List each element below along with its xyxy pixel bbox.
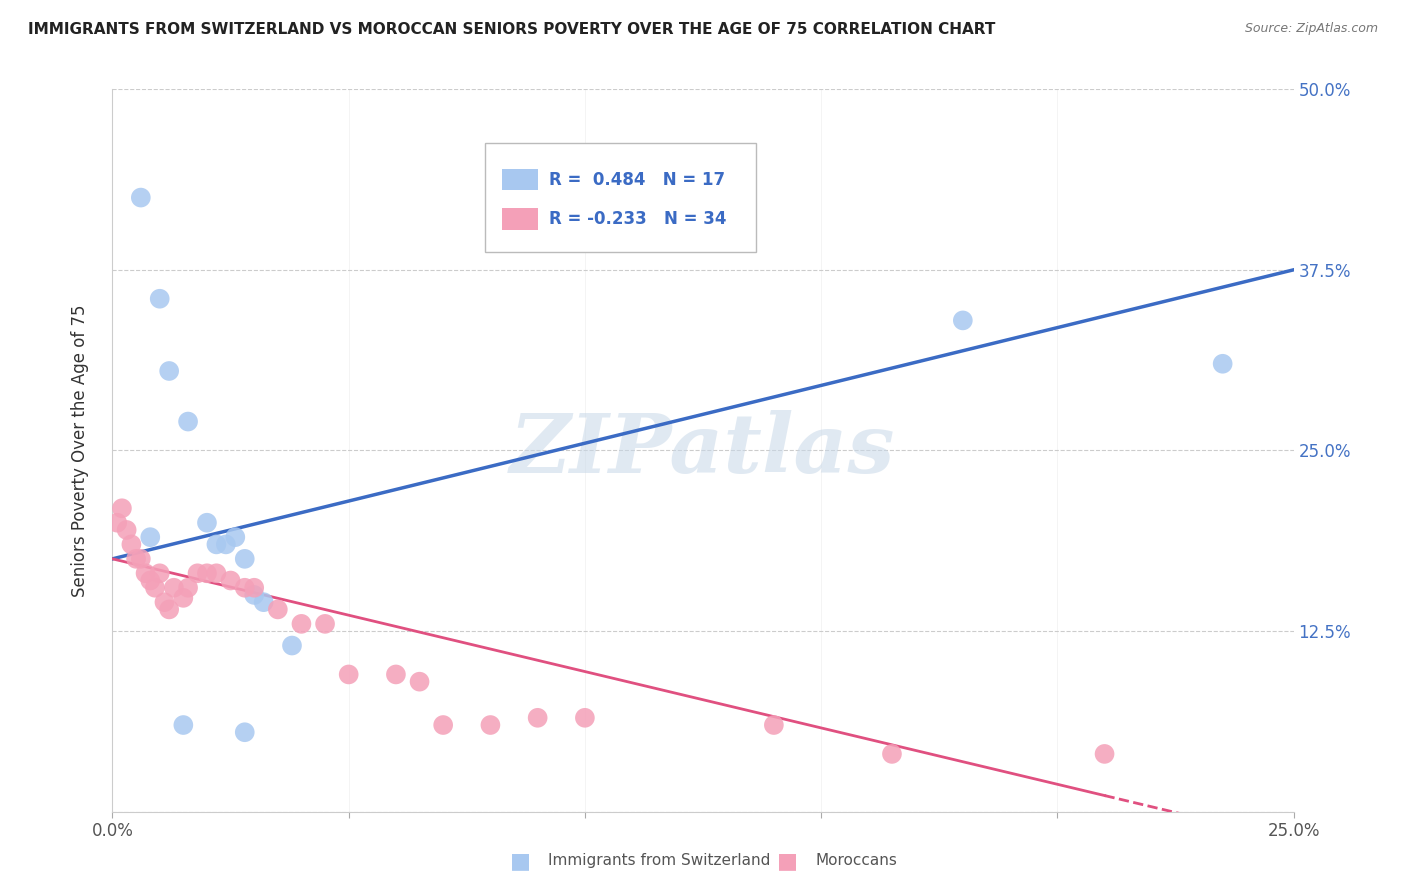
- Text: Immigrants from Switzerland: Immigrants from Switzerland: [548, 854, 770, 868]
- Text: R =  0.484   N = 17: R = 0.484 N = 17: [550, 170, 725, 188]
- Point: [281, 639, 304, 653]
- Point: [139, 530, 162, 544]
- Text: Source: ZipAtlas.com: Source: ZipAtlas.com: [1244, 22, 1378, 36]
- Point: [157, 364, 180, 378]
- Point: [177, 581, 200, 595]
- Point: [195, 516, 218, 530]
- Text: Moroccans: Moroccans: [815, 854, 897, 868]
- Point: [157, 602, 180, 616]
- Point: [186, 566, 208, 581]
- Point: [432, 718, 454, 732]
- Text: IMMIGRANTS FROM SWITZERLAND VS MOROCCAN SENIORS POVERTY OVER THE AGE OF 75 CORRE: IMMIGRANTS FROM SWITZERLAND VS MOROCCAN …: [28, 22, 995, 37]
- Point: [574, 711, 596, 725]
- Y-axis label: Seniors Poverty Over the Age of 75: Seniors Poverty Over the Age of 75: [70, 304, 89, 597]
- Point: [135, 566, 157, 581]
- Point: [219, 574, 242, 588]
- Point: [115, 523, 138, 537]
- Point: [105, 516, 128, 530]
- Point: [408, 674, 430, 689]
- Text: ■: ■: [778, 851, 797, 871]
- Point: [111, 501, 134, 516]
- FancyBboxPatch shape: [502, 169, 537, 190]
- Point: [163, 581, 186, 595]
- FancyBboxPatch shape: [485, 144, 756, 252]
- Point: [125, 551, 148, 566]
- Point: [205, 566, 228, 581]
- Point: [172, 718, 194, 732]
- Point: [762, 718, 785, 732]
- Point: [952, 313, 974, 327]
- Point: [290, 616, 312, 631]
- Point: [1094, 747, 1116, 761]
- Point: [139, 574, 162, 588]
- Point: [224, 530, 246, 544]
- Point: [177, 415, 200, 429]
- Point: [129, 551, 152, 566]
- Point: [153, 595, 176, 609]
- Text: ■: ■: [510, 851, 530, 871]
- Point: [129, 191, 152, 205]
- FancyBboxPatch shape: [502, 209, 537, 230]
- Point: [205, 537, 228, 551]
- Point: [149, 292, 172, 306]
- Point: [1212, 357, 1234, 371]
- Point: [385, 667, 408, 681]
- Point: [243, 588, 266, 602]
- Point: [215, 537, 238, 551]
- Point: [526, 711, 548, 725]
- Point: [195, 566, 218, 581]
- Point: [314, 616, 336, 631]
- Point: [253, 595, 276, 609]
- Point: [880, 747, 903, 761]
- Point: [172, 591, 194, 605]
- Point: [267, 602, 290, 616]
- Point: [243, 581, 266, 595]
- Text: ZIPatlas: ZIPatlas: [510, 410, 896, 491]
- Point: [120, 537, 142, 551]
- Point: [143, 581, 166, 595]
- Point: [337, 667, 360, 681]
- Point: [149, 566, 172, 581]
- Text: R = -0.233   N = 34: R = -0.233 N = 34: [550, 211, 727, 228]
- Point: [233, 581, 256, 595]
- Point: [233, 551, 256, 566]
- Point: [233, 725, 256, 739]
- Point: [479, 718, 502, 732]
